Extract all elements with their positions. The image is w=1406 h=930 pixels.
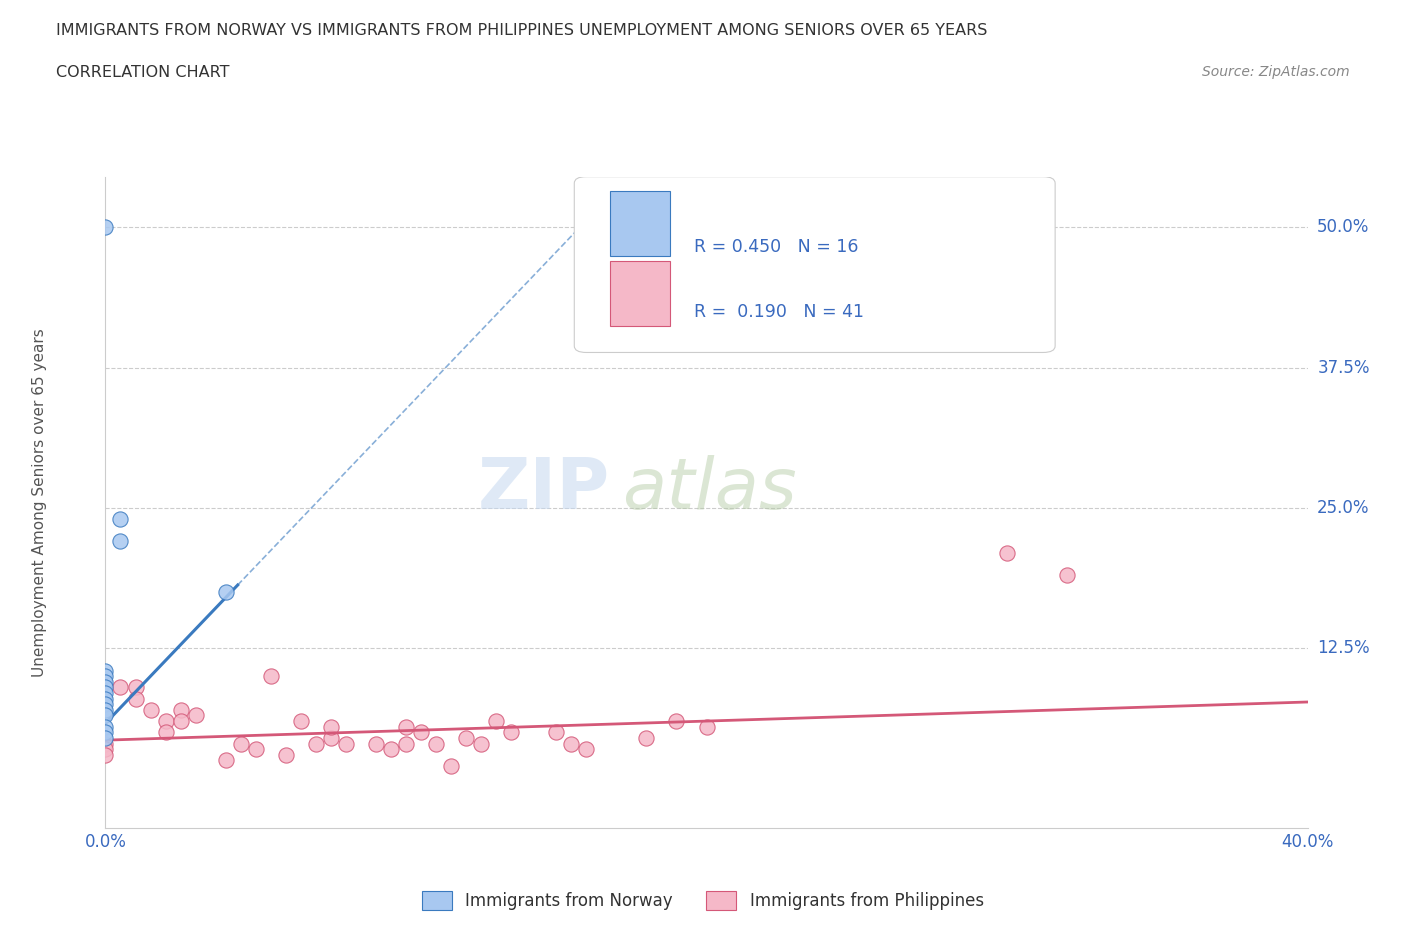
Point [94, 219, 117, 234]
Point [214, 753, 236, 768]
Point [636, 730, 658, 745]
Point [409, 724, 432, 739]
Point [319, 719, 342, 734]
Point [155, 713, 177, 728]
Point [560, 736, 582, 751]
Text: Unemployment Among Seniors over 65 years: Unemployment Among Seniors over 65 years [32, 328, 46, 677]
Point [169, 713, 191, 728]
Text: CORRELATION CHART: CORRELATION CHART [56, 65, 229, 80]
Point [395, 736, 418, 751]
Point [470, 736, 492, 751]
Legend: Immigrants from Norway, Immigrants from Philippines: Immigrants from Norway, Immigrants from … [415, 884, 991, 917]
Point [155, 724, 177, 739]
Point [245, 742, 267, 757]
FancyBboxPatch shape [610, 261, 671, 326]
Point [94, 748, 117, 763]
FancyBboxPatch shape [574, 177, 1054, 352]
Text: 0.0%: 0.0% [84, 833, 127, 851]
Point [501, 724, 523, 739]
Point [110, 534, 132, 549]
Text: IMMIGRANTS FROM NORWAY VS IMMIGRANTS FROM PHILIPPINES UNEMPLOYMENT AMONG SENIORS: IMMIGRANTS FROM NORWAY VS IMMIGRANTS FRO… [56, 23, 987, 38]
Point [169, 702, 191, 717]
Point [335, 736, 357, 751]
Point [290, 713, 312, 728]
Text: 12.5%: 12.5% [1317, 639, 1369, 658]
Text: 25.0%: 25.0% [1317, 498, 1369, 517]
Point [575, 742, 598, 757]
Text: 37.5%: 37.5% [1317, 358, 1369, 377]
Point [94, 674, 117, 689]
Point [124, 691, 146, 706]
Text: ZIP: ZIP [478, 455, 610, 524]
Text: R = 0.450   N = 16: R = 0.450 N = 16 [695, 238, 859, 256]
Point [110, 512, 132, 526]
Point [110, 680, 132, 695]
Text: atlas: atlas [623, 455, 797, 524]
Point [94, 663, 117, 678]
Point [364, 736, 387, 751]
Point [184, 708, 207, 723]
Point [139, 702, 162, 717]
Point [1056, 567, 1078, 582]
Text: 50.0%: 50.0% [1317, 219, 1369, 236]
Text: Source: ZipAtlas.com: Source: ZipAtlas.com [1202, 65, 1350, 79]
Point [94, 691, 117, 706]
Point [214, 585, 236, 600]
Point [94, 742, 117, 757]
Point [124, 680, 146, 695]
Point [305, 736, 328, 751]
Point [94, 708, 117, 723]
Point [94, 697, 117, 711]
Point [94, 680, 117, 695]
Point [454, 730, 477, 745]
Point [274, 748, 297, 763]
Point [425, 736, 447, 751]
Point [94, 669, 117, 684]
Point [94, 724, 117, 739]
FancyBboxPatch shape [610, 192, 671, 257]
Text: 40.0%: 40.0% [1281, 833, 1334, 851]
Point [696, 719, 718, 734]
Point [665, 713, 688, 728]
Text: R =  0.190   N = 41: R = 0.190 N = 41 [695, 303, 865, 321]
Point [229, 736, 252, 751]
Point [94, 719, 117, 734]
Point [395, 719, 418, 734]
Point [995, 545, 1018, 560]
Point [380, 742, 402, 757]
Point [485, 713, 508, 728]
Point [319, 730, 342, 745]
Point [546, 724, 568, 739]
Point [94, 702, 117, 717]
Point [94, 685, 117, 700]
Point [94, 736, 117, 751]
Point [260, 669, 283, 684]
Point [94, 730, 117, 745]
Point [440, 759, 463, 774]
